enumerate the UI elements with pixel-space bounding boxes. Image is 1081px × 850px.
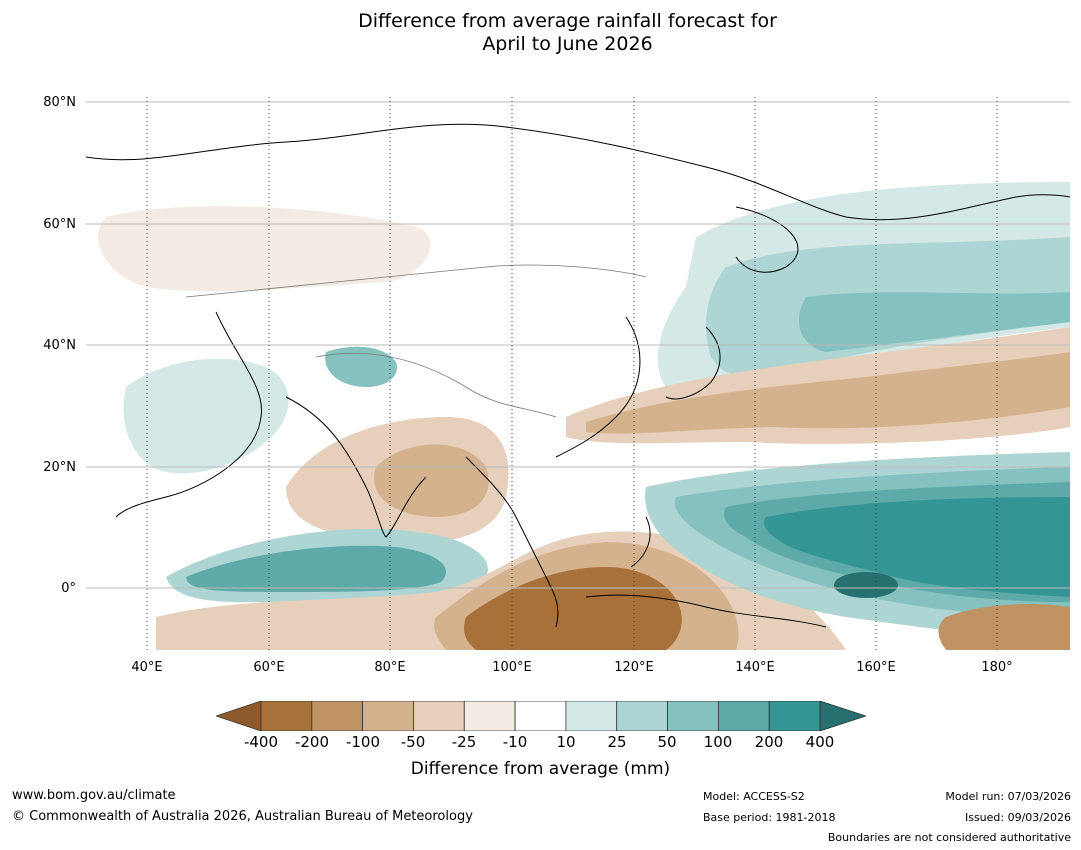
footer-copyright: © Commonwealth of Australia 2026, Austra… [12, 809, 473, 824]
colorbar-tick-label: -100 [345, 733, 381, 751]
anomaly-arabia-10 [123, 358, 289, 474]
anomaly-western-pacific-200 [764, 497, 1070, 597]
lon-label-60e: 60°E [253, 660, 285, 675]
anomaly-western-pacific-400 [834, 572, 898, 598]
anomaly-central-asia-25 [98, 206, 431, 292]
arctic-coast [86, 123, 1070, 221]
coastlines [86, 123, 1070, 628]
footer-issued: Issued: 09/03/2026 [964, 811, 1071, 824]
colorbar-tick-label: -50 [400, 733, 426, 751]
anomaly-nw-pacific-50 [798, 292, 1070, 352]
anomaly-subtropical-100 [586, 352, 1070, 434]
lat-label-80n: 80°N [43, 95, 76, 110]
anomaly-bay-of-bengal-100 [374, 444, 489, 517]
colorbar-high-extend [819, 701, 866, 731]
rainfall-anomaly-map [86, 97, 1070, 650]
lon-label-40e: 40°E [131, 660, 163, 675]
colorbar-tick-label: -400 [243, 733, 279, 751]
colorbar-box [260, 701, 313, 731]
china-coast [555, 316, 641, 458]
anomaly-central-asia-50 [325, 346, 397, 387]
lon-label-100e: 100°E [492, 660, 532, 675]
footer-base-period: Base period: 1981-2018 [703, 811, 836, 824]
colorbar-box [565, 701, 618, 731]
colorbar-box [311, 701, 364, 731]
lat-label-40n: 40°N [43, 338, 76, 353]
colorbar-box [667, 701, 719, 731]
colorbar-box [463, 701, 516, 731]
lon-label-160e: 160°E [856, 660, 896, 675]
india-coast [285, 396, 427, 538]
footer-disclaimer: Boundaries are not considered authoritat… [827, 831, 1071, 844]
colorbar-boxes [260, 701, 821, 731]
colorbar-tick-label: 200 [754, 733, 784, 751]
lat-label-20n: 20°N [43, 460, 76, 475]
title-line-1: Difference from average rainfall forecas… [358, 10, 777, 32]
latitude-gridlines [86, 101, 1070, 589]
colorbar-box [362, 701, 414, 731]
colorbar-tick-label: 100 [703, 733, 733, 751]
boundary-russia-south [185, 264, 647, 298]
footer-model: Model: ACCESS-S2 [703, 790, 805, 803]
title-line-2: April to June 2026 [482, 33, 653, 55]
lat-label-0: 0° [61, 581, 76, 596]
philippines-coast [630, 516, 651, 568]
colorbar-tick-label: -200 [294, 733, 330, 751]
lon-label-180: 180° [981, 660, 1013, 675]
chart-title: Difference from average rainfall forecas… [0, 10, 1081, 56]
japan-coast [665, 326, 721, 400]
anomaly-fields [98, 182, 1070, 650]
colorbar-box [514, 701, 567, 731]
colorbar-box [616, 701, 668, 731]
colorbar-tick-label: -25 [451, 733, 477, 751]
indonesia-coast [585, 594, 827, 628]
lon-label-80e: 80°E [374, 660, 406, 675]
anomaly-south-pacific-100 [938, 604, 1070, 650]
colorbar-tick-label: 25 [607, 733, 627, 751]
lon-label-140e: 140°E [735, 660, 775, 675]
longitude-gridlines [146, 97, 998, 650]
lon-label-120e: 120°E [614, 660, 654, 675]
arabia-coast [115, 311, 263, 518]
anomaly-indian-ocean-100 [186, 545, 446, 592]
colorbar-tick-label: -10 [502, 733, 528, 751]
boundary-himalaya [315, 352, 557, 418]
map-svg [86, 97, 1070, 650]
colorbar-tick-label: 400 [805, 733, 835, 751]
colorbar-box [768, 701, 821, 731]
indochina-coast [465, 456, 559, 628]
kamchatka-coast [735, 206, 799, 273]
colorbar-box [413, 701, 465, 731]
colorbar-tick-label: 50 [657, 733, 677, 751]
colorbar-box [717, 701, 770, 731]
colorbar [216, 701, 866, 731]
colorbar-title: Difference from average (mm) [410, 759, 671, 779]
country-boundaries [185, 264, 647, 418]
lat-label-60n: 60°N [43, 217, 76, 232]
footer-url[interactable]: www.bom.gov.au/climate [12, 788, 176, 803]
colorbar-low-extend [216, 701, 262, 731]
footer-model-run: Model run: 07/03/2026 [945, 790, 1071, 803]
colorbar-tick-label: 10 [556, 733, 576, 751]
